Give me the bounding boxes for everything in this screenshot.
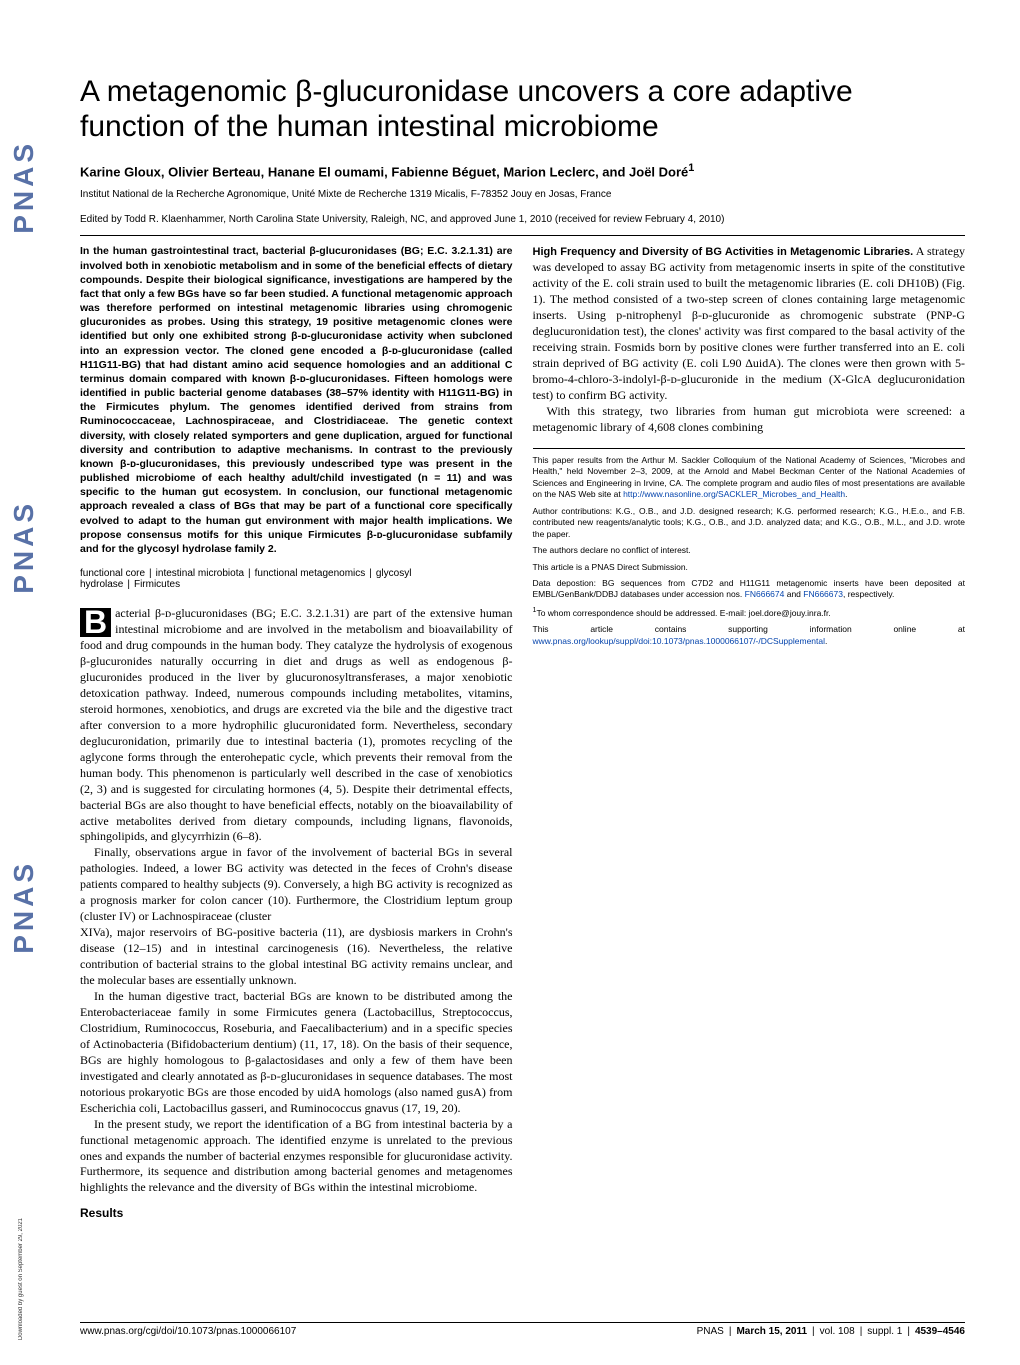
article-title: A metagenomic β-glucuronidase uncovers a…: [80, 75, 965, 144]
fn-deposition: Data depostion: BG sequences from C7D2 a…: [533, 578, 966, 601]
p1-text: acterial β-ᴅ-glucuronidases (BG; E.C. 3.…: [80, 606, 513, 843]
fn-corresp-text: To whom correspondence should be address…: [536, 608, 830, 618]
author-names: Karine Gloux, Olivier Berteau, Hanane El…: [80, 164, 688, 179]
fn-submission: This article is a PNAS Direct Submission…: [533, 562, 966, 573]
download-note: Downloaded by guest on September 29, 202…: [18, 1218, 24, 1340]
fn-contributions: Author contributions: K.G., O.B., and J.…: [533, 506, 966, 540]
fn-colloquium-link[interactable]: http://www.nasonline.org/SACKLER_Microbe…: [623, 489, 845, 499]
footer-pages: 4539–4546: [915, 1326, 965, 1337]
kw-2: intestinal microbiota: [156, 568, 244, 579]
results-p1: High Frequency and Diversity of BG Activ…: [533, 244, 966, 404]
fn-dep-link2[interactable]: FN666673: [803, 589, 843, 599]
body-p1: Bacterial β-ᴅ-glucuronidases (BG; E.C. 3…: [80, 606, 513, 845]
footnotes: This paper results from the Arthur M. Sa…: [533, 455, 966, 647]
footnote-divider: [533, 448, 966, 449]
edited-by: Edited by Todd R. Klaenhammer, North Car…: [80, 214, 965, 225]
keywords: functional core|intestinal microbiota|fu…: [80, 568, 513, 590]
author-sup: 1: [688, 162, 694, 174]
dropcap: B: [80, 608, 111, 637]
fn-conflict: The authors declare no conflict of inter…: [533, 545, 966, 556]
footer-right: PNAS|March 15, 2011|vol. 108|suppl. 1|45…: [697, 1326, 965, 1337]
results-sub1: High Frequency and Diversity of BG Activ…: [533, 246, 914, 258]
fn-si-link[interactable]: www.pnas.org/lookup/suppl/doi:10.1073/pn…: [533, 636, 826, 646]
results-p2: With this strategy, two libraries from h…: [533, 404, 966, 436]
watermark-text-2: PNAS: [8, 500, 40, 594]
header-divider: [80, 235, 965, 236]
fn-dep-end: , respectively.: [843, 589, 894, 599]
authors: Karine Gloux, Olivier Berteau, Hanane El…: [80, 162, 965, 179]
footer-suppl: suppl. 1: [867, 1326, 902, 1337]
body-p3: XIVa), major reservoirs of BG-positive b…: [80, 925, 513, 989]
watermark-text-1: PNAS: [8, 140, 40, 234]
kw-5: Firmicutes: [134, 579, 180, 590]
kw-1: functional core: [80, 568, 145, 579]
fn-si: This article contains supporting informa…: [533, 624, 966, 647]
fn-dep-link1[interactable]: FN666674: [745, 589, 785, 599]
footer-vol: vol. 108: [820, 1326, 855, 1337]
fn-si-text: This article contains supporting informa…: [533, 624, 966, 634]
fn-corresp: 1To whom correspondence should be addres…: [533, 606, 966, 619]
pnas-watermark: PNAS PNAS PNAS: [8, 140, 48, 1240]
page-content: A metagenomic β-glucuronidase uncovers a…: [80, 0, 965, 1244]
body-p2: Finally, observations argue in favor of …: [80, 845, 513, 925]
watermark-text-3: PNAS: [8, 860, 40, 954]
kw-3: functional metagenomics: [255, 568, 366, 579]
fn-dep-mid: and: [784, 589, 803, 599]
footer-journal: PNAS: [697, 1326, 724, 1337]
page-footer: www.pnas.org/cgi/doi/10.1073/pnas.100006…: [80, 1322, 965, 1337]
abstract: In the human gastrointestinal tract, bac…: [80, 244, 513, 556]
body-p5: In the present study, we report the iden…: [80, 1117, 513, 1197]
footer-date: March 15, 2011: [736, 1326, 807, 1337]
body-p4: In the human digestive tract, bacterial …: [80, 989, 513, 1117]
affiliation: Institut National de la Recherche Agrono…: [80, 189, 965, 200]
two-column-body: In the human gastrointestinal tract, bac…: [80, 244, 965, 1244]
results-heading: Results: [80, 1206, 513, 1222]
results-p1-text: A strategy was developed to assay BG act…: [533, 244, 966, 402]
fn-colloquium: This paper results from the Arthur M. Sa…: [533, 455, 966, 501]
footer-doi: www.pnas.org/cgi/doi/10.1073/pnas.100006…: [80, 1326, 296, 1337]
